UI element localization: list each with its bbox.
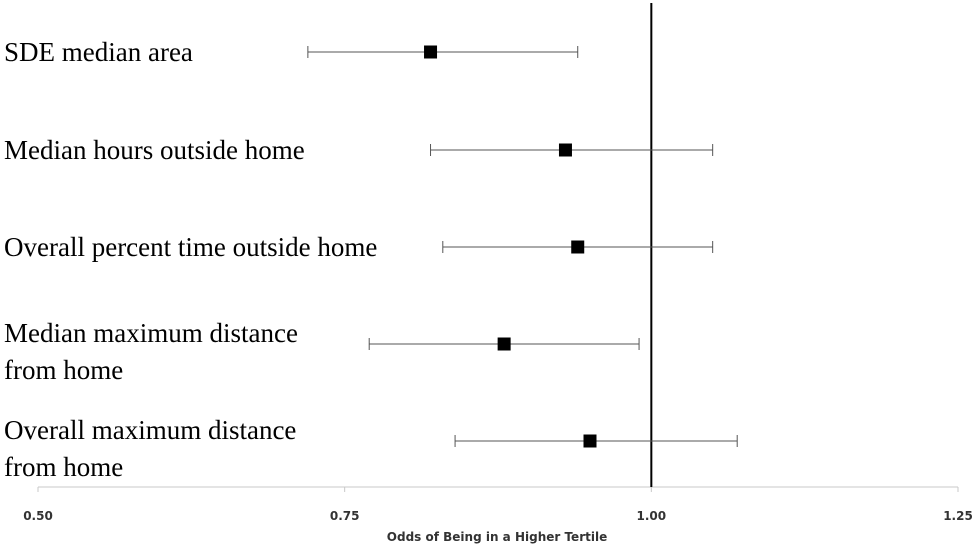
x-axis: 0.50 0.75 1.00 1.25 bbox=[23, 486, 973, 523]
x-axis-title: Odds of Being in a Higher Tertile bbox=[387, 530, 607, 544]
category-label: Median maximum distance bbox=[4, 318, 298, 348]
category-label: from home bbox=[4, 452, 123, 482]
data-row bbox=[368, 337, 640, 351]
x-tick-label: 1.00 bbox=[637, 509, 667, 523]
category-label: Overall percent time outside home bbox=[4, 232, 377, 262]
category-labels: SDE median area Median hours outside home… bbox=[4, 37, 377, 482]
point-estimate-marker bbox=[497, 337, 511, 351]
data-row bbox=[307, 45, 579, 59]
x-tick-label: 0.75 bbox=[330, 509, 360, 523]
data-points bbox=[307, 45, 738, 448]
category-label: SDE median area bbox=[4, 37, 193, 67]
x-tick-label: 1.25 bbox=[943, 509, 973, 523]
point-estimate-marker bbox=[583, 434, 597, 448]
category-label: from home bbox=[4, 355, 123, 385]
data-row bbox=[442, 240, 714, 254]
data-row bbox=[430, 143, 714, 157]
point-estimate-marker bbox=[424, 45, 438, 59]
point-estimate-marker bbox=[571, 240, 585, 254]
data-row bbox=[454, 434, 738, 448]
category-label: Median hours outside home bbox=[4, 135, 305, 165]
category-label: Overall maximum distance bbox=[4, 415, 296, 445]
x-tick-label: 0.50 bbox=[23, 509, 53, 523]
point-estimate-marker bbox=[558, 143, 572, 157]
